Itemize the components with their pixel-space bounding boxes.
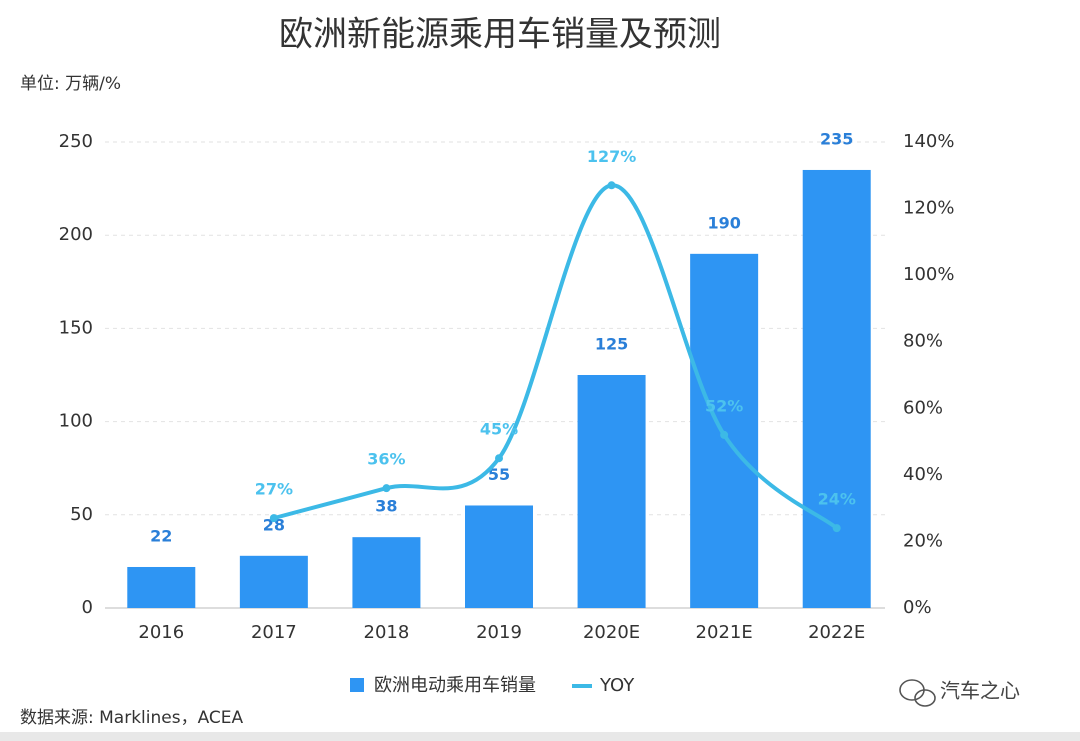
line-value-label: 24% [818,490,856,509]
line-value-label: 45% [480,420,518,439]
legend-swatch [350,678,364,692]
bar-value-label: 55 [488,465,510,484]
y-tick-label: 250 [59,131,93,152]
legend-label: YOY [599,675,635,696]
line-value-label: 36% [367,450,405,469]
x-tick-label: 2021E [696,622,753,643]
y2-tick-label: 20% [903,530,943,551]
bottom-band [0,732,1080,741]
line-point [607,181,616,190]
y2-tick-label: 0% [903,597,932,618]
y2-tick-label: 80% [903,331,943,352]
legend-label: 欧洲电动乘用车销量 [374,675,536,696]
line-value-label: 52% [705,396,743,415]
bar [577,375,646,608]
chart-title: 欧洲新能源乘用车销量及预测 [279,15,721,55]
line-point [495,454,503,463]
line-value-label: 127% [587,147,636,166]
x-tick-label: 2020E [583,622,640,643]
line-point [720,430,729,439]
y2-tick-label: 40% [903,464,943,485]
x-tick-label: 2018 [364,622,410,643]
y-tick-label: 100 [59,411,93,432]
y2-tick-label: 60% [903,397,943,418]
bar [352,537,421,608]
line-value-label: 27% [255,480,293,499]
bar [802,169,871,608]
y-tick-label: 0 [82,597,93,618]
y2-tick-label: 100% [903,264,954,285]
bar [239,555,308,608]
x-tick-label: 2016 [138,622,184,643]
x-tick-label: 2019 [476,622,522,643]
y-tick-label: 200 [59,224,93,245]
bar-value-label: 125 [595,335,628,354]
watermark: 汽车之心 [940,679,1020,703]
unit-label: 单位: 万辆/% [20,74,121,94]
y-tick-label: 50 [70,504,93,525]
x-tick-label: 2017 [251,622,297,643]
bar-value-label: 28 [263,515,285,534]
bar-value-label: 38 [375,497,397,516]
bar-value-label: 235 [820,129,853,148]
bar-value-label: 22 [150,526,172,545]
bar-value-label: 190 [707,213,740,232]
line-point [269,514,278,523]
bar [127,566,196,608]
y2-tick-label: 140% [903,131,954,152]
x-tick-label: 2022E [808,622,865,643]
line-point [832,524,841,533]
bar [465,505,533,608]
source-note: 数据来源: Marklines，ACEA [20,708,244,728]
watermark-icon [899,679,936,707]
y-tick-label: 150 [59,317,93,338]
line-point [382,484,391,493]
y2-tick-label: 120% [903,198,954,219]
